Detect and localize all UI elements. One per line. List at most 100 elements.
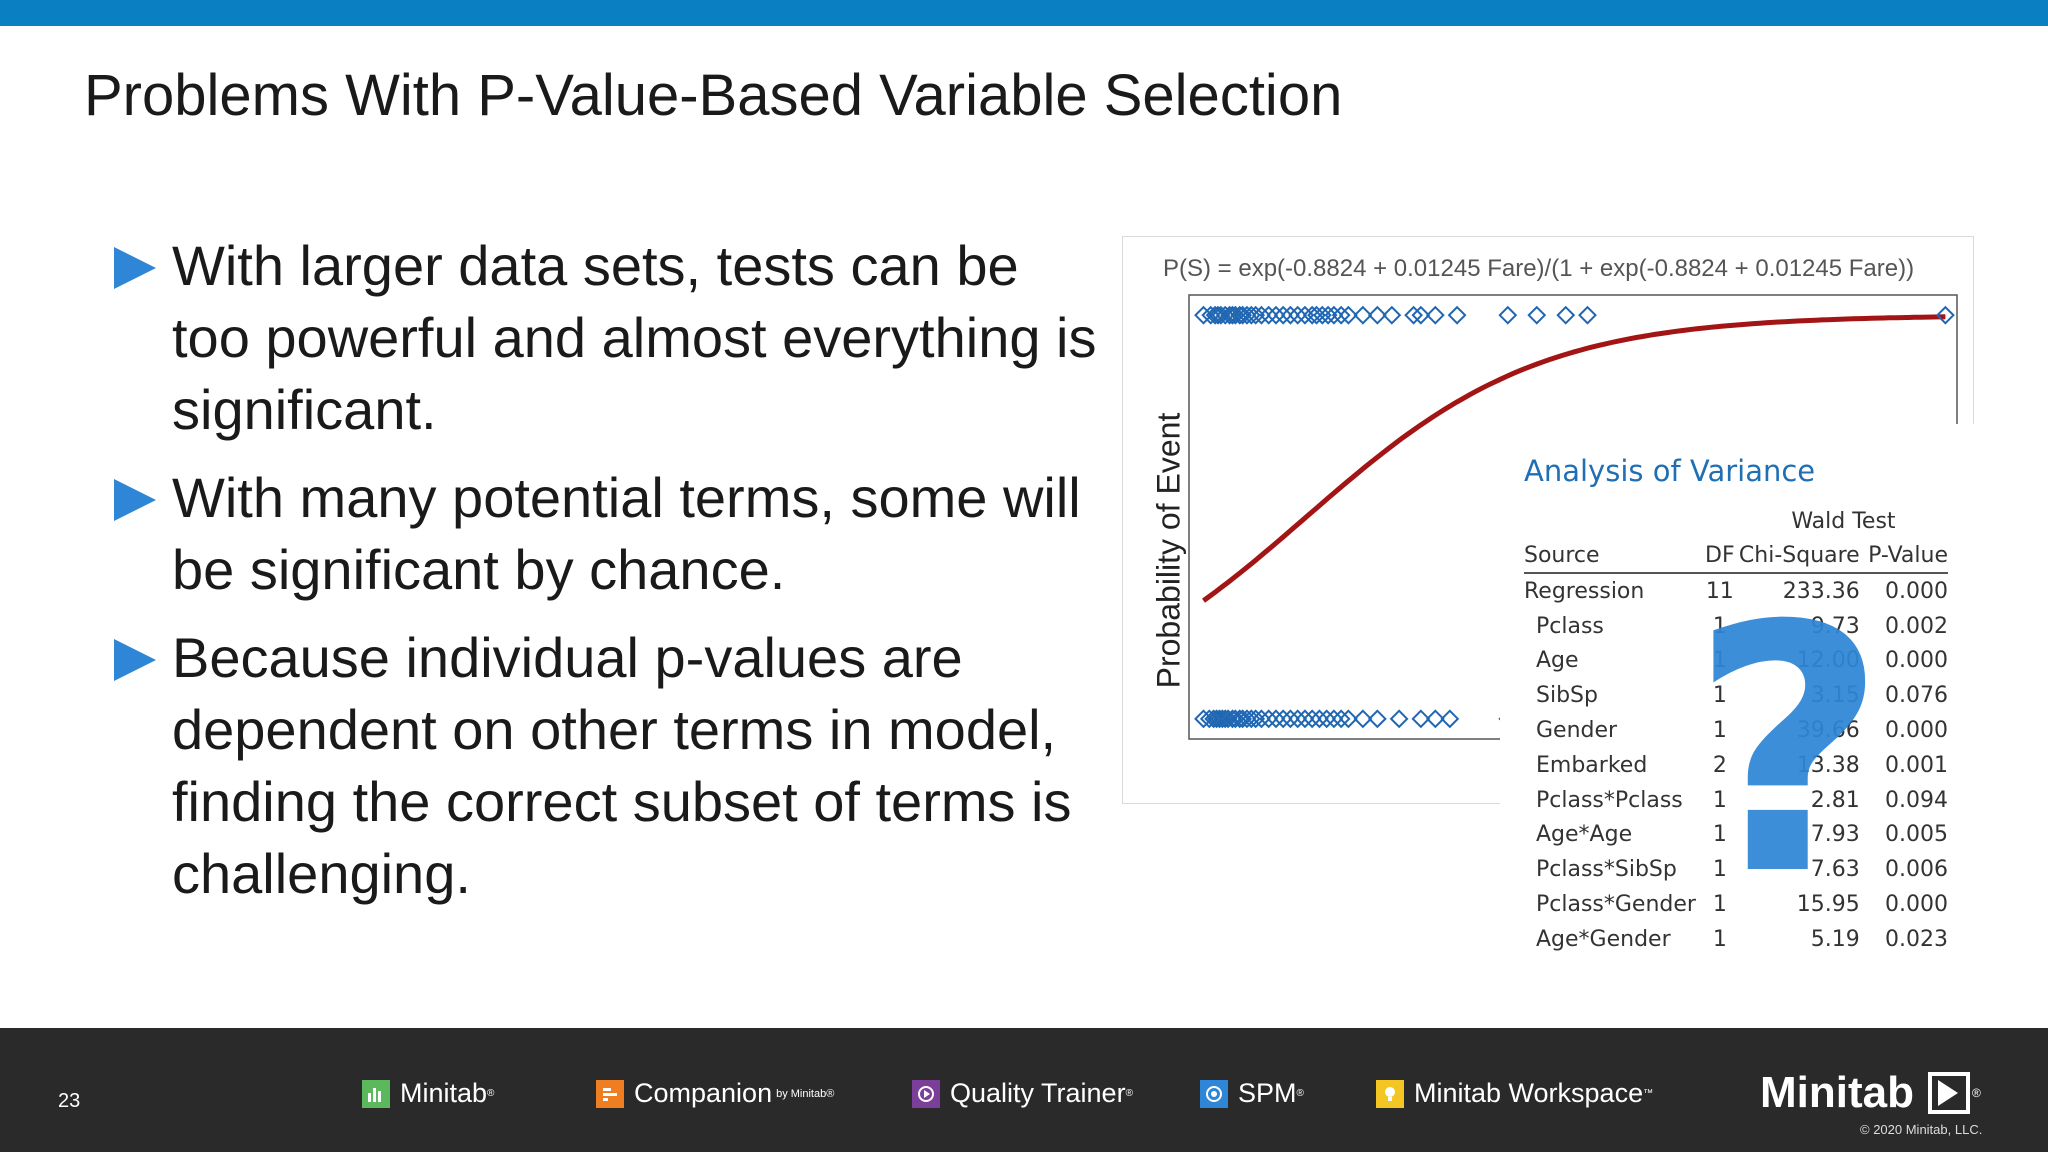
data-point [1318,305,1338,325]
cell-p-value: 0.000 [1885,578,1948,604]
data-point [1233,709,1253,729]
bullet-text: With larger data sets, tests can be too … [172,234,1097,441]
data-point [1237,709,1257,729]
data-point [1382,305,1402,325]
anova-row: Age*Gender 1 5.19 0.023 [1524,922,1948,957]
data-point [1281,709,1300,729]
data-point [1367,709,1387,729]
anova-row: Pclass*Gender 1 15.95 0.000 [1524,887,1948,922]
data-point [1425,709,1445,729]
cell-source: Gender [1536,718,1618,744]
product-mark: ® [1296,1088,1304,1099]
cell-df: 1 [1712,613,1727,639]
data-point [1237,305,1257,325]
analysis-of-variance-panel: Analysis of Variance Wald Test Source DF… [1500,424,1974,964]
data-point [1295,709,1315,729]
cell-source: Pclass*Gender [1536,892,1696,918]
minitab-arrow-icon [1927,1072,1970,1114]
cell-chi-square: 5.19 [1810,926,1860,952]
cell-source: Age*Age [1536,822,1633,848]
data-point [1578,305,1597,325]
cell-df: 1 [1712,926,1727,952]
cell-p-value: 0.000 [1885,892,1948,918]
data-point [1288,709,1308,729]
data-point [1367,305,1387,325]
question-mark-icon: ? [1690,554,1888,950]
cell-df: 1 [1712,718,1727,744]
cell-chi-square: 15.95 [1796,892,1860,918]
product-label: SPM [1238,1078,1297,1108]
page-number: 23 [58,1090,81,1112]
footer-bar: 23 Minitab ® Companion by Minitab® Quality… [0,1028,2048,1152]
bullet-item: Because individual p-values are dependen… [112,622,1112,910]
anova-row: Regression 11 233.36 0.000 [1524,573,1948,609]
data-point [1498,305,1518,325]
data-point [1331,709,1351,729]
data-point [1259,709,1279,729]
cell-df: 1 [1712,683,1727,709]
cell-df: 1 [1712,787,1727,813]
anova-row: Pclass*Pclass 1 2.81 0.094 [1524,783,1948,818]
cell-p-value: 0.023 [1885,926,1948,952]
data-point [1246,305,1266,325]
data-point [1246,709,1266,729]
triangle-bullet-icon [114,247,156,289]
anova-table: Wald Test Source DF Chi-Square P-Value R… [1524,504,1948,957]
cell-chi-square: 2.81 [1810,787,1860,813]
top-accent-bar [0,0,2048,26]
data-point [1310,709,1329,729]
data-point [1447,305,1467,325]
data-point [1233,305,1253,325]
data-point [1273,709,1293,729]
data-point [1324,709,1344,729]
cell-df: 1 [1712,822,1727,848]
data-point [1389,709,1409,729]
cell-df: 2 [1712,752,1727,778]
anova-row: Gender 1 39.66 0.000 [1524,713,1948,748]
cell-p-value: 0.002 [1885,613,1948,639]
triangle-bullet-icon [114,639,156,681]
product-companion: Companion by Minitab® [596,1078,834,1109]
cell-chi-square: 7.63 [1810,857,1860,883]
product-label: Companion [634,1078,773,1108]
anova-column-header-row: Source DF Chi-Square P-Value [1524,538,1948,574]
anova-row: Pclass*SibSp 1 7.63 0.006 [1524,852,1948,887]
data-point [1353,709,1373,729]
companion-icon [596,1079,624,1108]
data-point [1338,709,1358,729]
cell-source: Embarked [1536,752,1648,778]
data-point [1281,305,1300,325]
brand-mark: ® [1971,1086,1981,1100]
cell-source: Pclass*Pclass [1536,787,1683,813]
data-point [1353,305,1373,325]
data-point [1338,305,1358,325]
data-point [1252,709,1271,729]
data-point [1440,709,1460,729]
data-point [1266,709,1286,729]
anova-row: SibSp 1 3.15 0.076 [1524,678,1948,713]
data-point [1527,305,1547,325]
data-point [1324,305,1344,325]
anova-group-header-row: Wald Test [1524,504,1948,538]
bullet-text: With many potential terms, some will be … [172,466,1081,601]
column-header-source: Source [1524,538,1701,574]
data-point [1935,305,1955,325]
copyright-notice: © 2020 Minitab, LLC. [1860,1122,1983,1137]
data-point [1317,709,1337,729]
cell-p-value: 0.000 [1885,718,1948,744]
data-point [1302,709,1322,729]
cell-p-value: 0.000 [1885,648,1948,674]
cell-df: 1 [1712,648,1727,674]
data-point [1411,305,1431,325]
data-point [1259,305,1279,325]
data-point [1252,305,1271,325]
column-header-p-value: P-Value [1859,538,1948,574]
product-quality-trainer: Quality Trainer ® [912,1078,1133,1109]
cell-p-value: 0.005 [1885,822,1948,848]
data-point [1404,305,1424,325]
triangle-bullet-icon [114,479,156,521]
bullet-list: With larger data sets, tests can be too … [112,230,1112,926]
anova-row: Pclass 1 9.73 0.002 [1524,609,1948,644]
brand-wordmark: Minitab [1760,1068,1914,1117]
data-point [1273,305,1293,325]
